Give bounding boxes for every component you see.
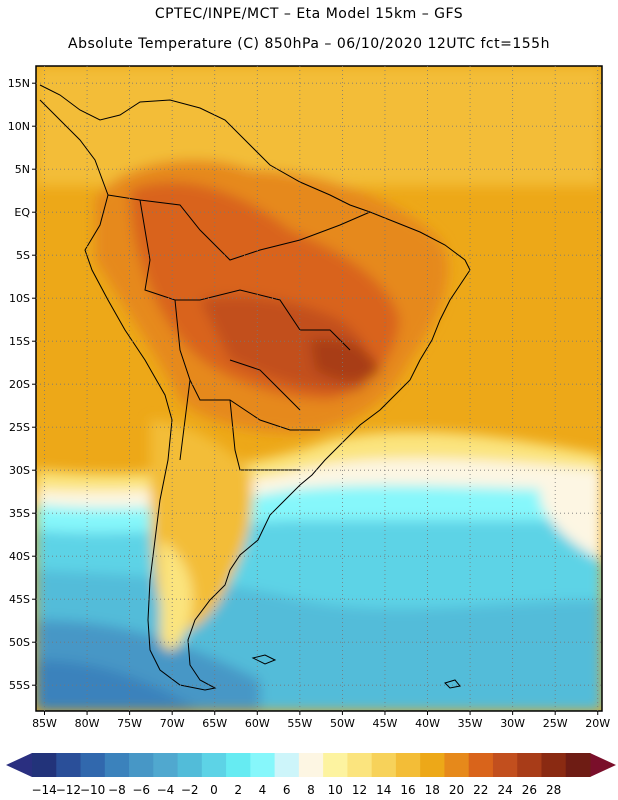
lon-label: 60W (245, 717, 270, 730)
colorbar-swatch (104, 753, 130, 777)
colorbar-label: 18 (425, 783, 440, 797)
colorbar-swatch (492, 753, 518, 777)
colorbar-label: 10 (328, 783, 343, 797)
colorbar-label: −14 (31, 783, 56, 797)
colorbar: −14−12−10 −8 −6 −4 −2 0 2 4 6 8 10 12 14 16 18 20 22 24 26… (6, 753, 616, 797)
colorbar-swatch (32, 753, 57, 777)
colorbar-swatch (371, 753, 397, 777)
colorbar-label: −8 (108, 783, 126, 797)
colorbar-swatch (323, 753, 348, 777)
lat-label: 15N (8, 77, 30, 90)
lat-label: 15S (9, 335, 30, 348)
colorbar-swatch (274, 753, 300, 777)
colorbar-label: −12 (56, 783, 81, 797)
colorbar-label: 2 (234, 783, 242, 797)
lat-label: 30S (9, 464, 30, 477)
lon-label: 40W (415, 717, 440, 730)
colorbar-swatch (444, 753, 470, 777)
colorbar-swatch (517, 753, 542, 777)
colorbar-label: 20 (449, 783, 464, 797)
lon-label: 50W (330, 717, 355, 730)
lon-label: 35W (458, 717, 483, 730)
map-frame (35, 65, 603, 712)
colorbar-swatch (250, 753, 276, 777)
colorbar-swatch (201, 753, 227, 777)
colorbar-swatch (56, 753, 82, 777)
colorbar-label: 28 (546, 783, 561, 797)
lon-label: 45W (373, 717, 398, 730)
lat-label: 40S (9, 550, 30, 563)
colorbar-label: 26 (522, 783, 537, 797)
lat-label: 5S (16, 249, 30, 262)
colorbar-swatch (298, 753, 324, 777)
colorbar-swatch (153, 753, 179, 777)
lon-label: 65W (202, 717, 227, 730)
map-subtitle: Absolute Temperature (C) 850hPa – 06/10/… (68, 36, 550, 52)
colorbar-swatch (541, 753, 567, 777)
colorbar-swatch (177, 753, 203, 777)
lon-label: 55W (287, 717, 312, 730)
colorbar-min-arrow (6, 753, 32, 777)
colorbar-label: 12 (352, 783, 367, 797)
colorbar-swatch (129, 753, 154, 777)
colorbar-label: 24 (497, 783, 512, 797)
lat-label: 20S (9, 378, 30, 391)
lat-label: 45S (9, 593, 30, 606)
colorbar-label: 8 (307, 783, 315, 797)
colorbar-label: 14 (376, 783, 391, 797)
colorbar-swatch (395, 753, 421, 777)
colorbar-label: 0 (210, 783, 218, 797)
colorbar-swatch (468, 753, 494, 777)
lat-label: 5N (15, 163, 30, 176)
lat-label: 55S (9, 679, 30, 692)
colorbar-label: −4 (157, 783, 175, 797)
colorbar-label: −2 (181, 783, 199, 797)
temperature-field (36, 66, 602, 711)
lat-label: 25S (9, 421, 30, 434)
lat-label: 10S (9, 292, 30, 305)
lon-label: 75W (117, 717, 142, 730)
colorbar-label: 16 (400, 783, 415, 797)
lon-label: 30W (500, 717, 525, 730)
map-title: CPTEC/INPE/MCT – Eta Model 15km – GFS (154, 6, 464, 22)
lat-label: EQ (14, 206, 30, 219)
lon-label: 85W (32, 717, 57, 730)
lat-label: 50S (9, 636, 30, 649)
latitude-labels: 15N 10N 5N EQ 5S 10S 15S 20S 25S 30S 35S 40S 45S 50S 5… (8, 77, 36, 692)
lon-label: 80W (75, 717, 100, 730)
colorbar-label: −6 (132, 783, 150, 797)
colorbar-swatch (226, 753, 251, 777)
colorbar-max-arrow (590, 753, 616, 777)
colorbar-swatch (347, 753, 373, 777)
colorbar-swatch (80, 753, 106, 777)
lon-label: 70W (160, 717, 185, 730)
lat-label: 10N (8, 120, 30, 133)
colorbar-swatch (565, 753, 591, 777)
colorbar-swatch (420, 753, 445, 777)
lon-label: 25W (543, 717, 568, 730)
colorbar-label: 6 (283, 783, 291, 797)
colorbar-label: 4 (259, 783, 267, 797)
lat-label: 35S (9, 507, 30, 520)
colorbar-label: −10 (80, 783, 105, 797)
lon-label: 20W (585, 717, 610, 730)
colorbar-label: 22 (473, 783, 488, 797)
longitude-labels: 85W 80W 75W 70W 65W 60W 55W 50W 45W 40W 35W 30W 25W 2… (32, 711, 610, 730)
